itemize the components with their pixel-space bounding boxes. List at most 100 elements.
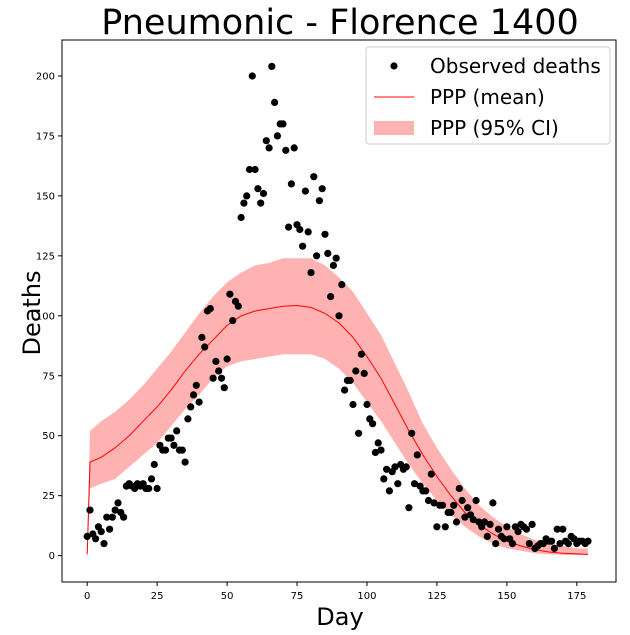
data-point	[514, 528, 522, 536]
x-tick-label: 125	[427, 591, 446, 602]
data-point	[145, 484, 153, 493]
data-point	[489, 499, 497, 507]
data-point	[405, 504, 413, 512]
data-point	[161, 446, 170, 454]
y-tick-label: 50	[42, 431, 55, 442]
data-point	[346, 376, 354, 385]
data-point	[458, 496, 466, 505]
data-point	[215, 367, 223, 375]
data-point	[494, 525, 503, 533]
data-point	[248, 72, 256, 80]
data-point	[461, 513, 469, 521]
data-point	[564, 540, 573, 548]
data-point	[223, 355, 231, 363]
data-point	[178, 446, 186, 454]
data-point	[528, 520, 536, 529]
y-tick-label: 150	[36, 191, 55, 202]
data-point	[338, 281, 346, 289]
data-point	[438, 501, 447, 509]
data-point	[271, 98, 279, 106]
data-point	[195, 398, 203, 406]
y-tick-label: 75	[42, 371, 55, 382]
data-point	[206, 305, 214, 313]
data-point	[452, 518, 461, 526]
y-tick-label: 25	[42, 491, 55, 502]
data-point	[310, 173, 318, 181]
data-point	[584, 537, 592, 545]
data-point	[335, 312, 343, 320]
data-point	[413, 451, 421, 459]
data-point	[371, 448, 379, 457]
data-point	[184, 415, 192, 423]
data-point	[301, 187, 309, 195]
data-point	[304, 228, 312, 236]
data-point	[374, 439, 382, 447]
data-point	[315, 197, 323, 205]
data-point	[262, 137, 270, 145]
data-point	[189, 391, 198, 399]
data-point	[500, 535, 508, 543]
data-point	[360, 369, 368, 377]
ci-band	[87, 258, 588, 556]
data-point	[422, 487, 430, 495]
y-tick-label: 0	[49, 551, 55, 562]
data-point	[424, 496, 433, 505]
data-point	[103, 513, 111, 521]
data-point	[402, 463, 410, 471]
data-point	[198, 333, 206, 341]
data-point	[318, 185, 326, 193]
data-point	[357, 350, 365, 358]
data-point	[464, 504, 472, 512]
data-point	[153, 484, 161, 493]
data-point	[114, 499, 122, 507]
data-point	[254, 185, 262, 193]
data-point	[455, 484, 463, 493]
data-point	[170, 441, 178, 449]
data-point	[548, 537, 556, 545]
y-tick-label: 175	[36, 131, 55, 142]
data-point	[332, 254, 340, 262]
data-point	[268, 62, 276, 70]
data-point	[522, 525, 531, 533]
data-point	[483, 532, 491, 541]
data-point	[441, 523, 449, 531]
data-point	[341, 386, 349, 394]
data-point	[209, 374, 217, 382]
data-point	[285, 223, 293, 231]
x-tick-label: 0	[84, 591, 90, 602]
data-point	[391, 463, 399, 471]
data-point	[212, 357, 220, 365]
data-point	[556, 540, 564, 548]
plot-area	[83, 62, 592, 556]
data-point	[287, 180, 295, 188]
data-point	[352, 367, 360, 375]
data-point	[92, 535, 100, 543]
data-point	[108, 513, 116, 521]
data-point	[97, 528, 105, 536]
data-point	[187, 403, 195, 411]
data-point	[106, 525, 114, 533]
data-point	[229, 317, 237, 325]
axes: 0 25 50 75 100 125 150 175 0 25 50 75 100 125 150 175 20…	[36, 39, 617, 602]
chart-title: Pneumonic - Florence 1400	[101, 3, 579, 43]
data-point	[273, 132, 281, 140]
data-point	[86, 506, 94, 514]
data-point	[265, 144, 273, 152]
data-point	[324, 249, 332, 257]
x-tick-label: 175	[567, 591, 586, 602]
y-tick-label: 125	[36, 251, 55, 262]
data-point	[279, 120, 287, 128]
data-point	[377, 446, 385, 454]
data-point	[369, 420, 377, 428]
data-point	[503, 523, 511, 531]
data-point	[259, 189, 268, 198]
data-point	[251, 165, 259, 174]
data-point	[380, 475, 388, 483]
data-point	[313, 252, 321, 260]
data-point	[282, 146, 290, 154]
data-point	[299, 242, 307, 250]
data-point	[226, 290, 234, 298]
data-point	[192, 381, 200, 389]
data-point	[327, 293, 335, 301]
